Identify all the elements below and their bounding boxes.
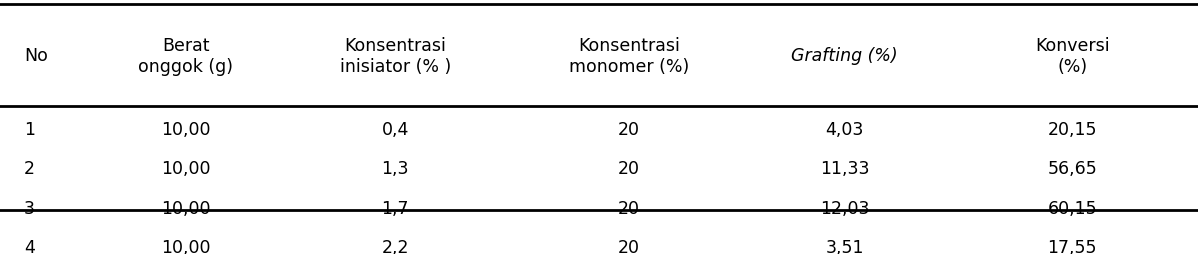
Text: 1,7: 1,7 <box>382 200 409 218</box>
Text: 1,3: 1,3 <box>382 161 409 178</box>
Text: 3: 3 <box>24 200 35 218</box>
Text: 4: 4 <box>24 239 35 254</box>
Text: 4,03: 4,03 <box>825 121 864 139</box>
Text: 2: 2 <box>24 161 35 178</box>
Text: 20: 20 <box>618 121 640 139</box>
Text: 56,65: 56,65 <box>1047 161 1097 178</box>
Text: 2,2: 2,2 <box>382 239 409 254</box>
Text: 11,33: 11,33 <box>819 161 870 178</box>
Text: 20: 20 <box>618 239 640 254</box>
Text: 10,00: 10,00 <box>161 239 211 254</box>
Text: Berat
onggok (g): Berat onggok (g) <box>138 37 234 75</box>
Text: 12,03: 12,03 <box>819 200 870 218</box>
Text: 20: 20 <box>618 161 640 178</box>
Text: 10,00: 10,00 <box>161 161 211 178</box>
Text: 60,15: 60,15 <box>1047 200 1097 218</box>
Text: No: No <box>24 47 48 65</box>
Text: 10,00: 10,00 <box>161 121 211 139</box>
Text: 17,55: 17,55 <box>1047 239 1097 254</box>
Text: 1: 1 <box>24 121 35 139</box>
Text: 20: 20 <box>618 200 640 218</box>
Text: Konsentrasi
monomer (%): Konsentrasi monomer (%) <box>569 37 689 75</box>
Text: 3,51: 3,51 <box>825 239 864 254</box>
Text: Grafting (%): Grafting (%) <box>791 47 898 65</box>
Text: 20,15: 20,15 <box>1047 121 1097 139</box>
Text: 10,00: 10,00 <box>161 200 211 218</box>
Text: Konversi
(%): Konversi (%) <box>1035 37 1109 75</box>
Text: Konsentrasi
inisiator (% ): Konsentrasi inisiator (% ) <box>340 37 450 75</box>
Text: 0,4: 0,4 <box>382 121 409 139</box>
